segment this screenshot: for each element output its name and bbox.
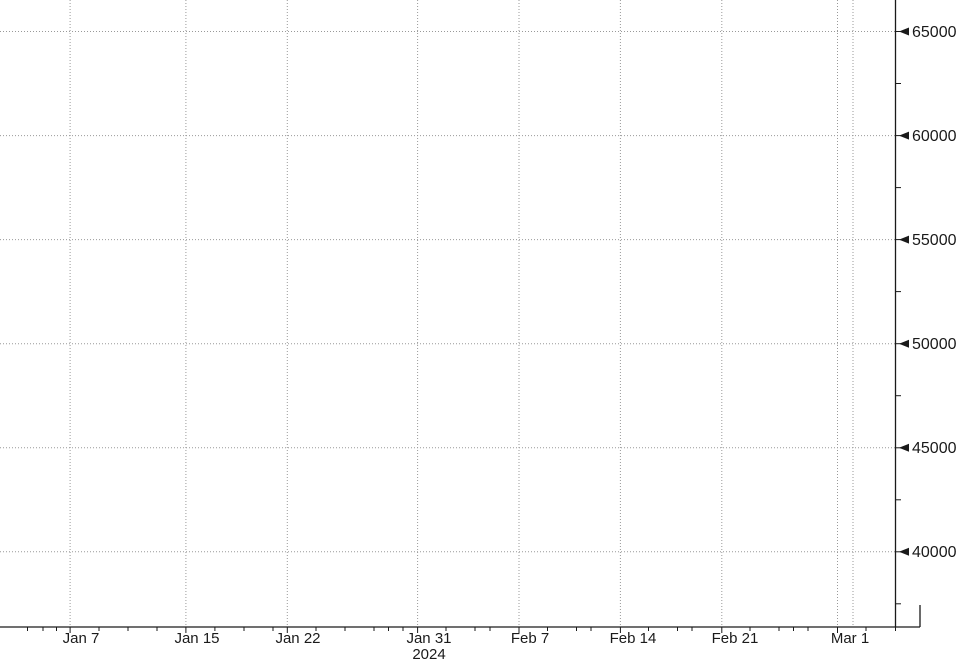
svg-text:Feb 14: Feb 14	[610, 630, 657, 647]
svg-text:Mar 1: Mar 1	[831, 630, 869, 647]
svg-text:Jan 15: Jan 15	[174, 630, 219, 647]
svg-text:Jan 31: Jan 31	[406, 630, 451, 647]
svg-text:40000: 40000	[912, 544, 957, 561]
svg-text:Jan 22: Jan 22	[275, 630, 320, 647]
svg-text:50000: 50000	[912, 336, 957, 353]
svg-text:45000: 45000	[912, 440, 957, 457]
svg-text:55000: 55000	[912, 232, 957, 249]
svg-text:2024: 2024	[412, 646, 445, 661]
svg-text:60000: 60000	[912, 128, 957, 145]
svg-text:Jan 7: Jan 7	[63, 630, 100, 647]
svg-text:65000: 65000	[912, 24, 957, 41]
svg-text:Feb 21: Feb 21	[712, 630, 759, 647]
svg-text:Feb 7: Feb 7	[511, 630, 549, 647]
